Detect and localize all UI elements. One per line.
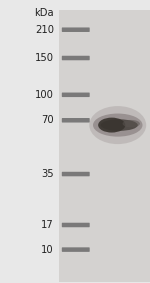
Text: 70: 70 — [41, 115, 54, 125]
Ellipse shape — [89, 106, 146, 144]
FancyBboxPatch shape — [62, 27, 90, 32]
Text: 100: 100 — [35, 90, 54, 100]
Text: 150: 150 — [35, 53, 54, 63]
Text: 210: 210 — [35, 25, 54, 35]
FancyBboxPatch shape — [62, 223, 90, 227]
Bar — [59, 10, 150, 282]
Text: kDa: kDa — [34, 8, 54, 18]
Text: 35: 35 — [41, 169, 54, 179]
Text: 10: 10 — [41, 245, 54, 255]
Ellipse shape — [123, 120, 140, 127]
Ellipse shape — [93, 113, 142, 137]
FancyBboxPatch shape — [62, 247, 90, 252]
FancyBboxPatch shape — [62, 93, 90, 97]
Text: 17: 17 — [41, 220, 54, 230]
Ellipse shape — [101, 119, 138, 131]
Ellipse shape — [98, 118, 125, 132]
FancyBboxPatch shape — [62, 118, 90, 123]
FancyBboxPatch shape — [62, 56, 90, 60]
FancyBboxPatch shape — [62, 172, 90, 176]
